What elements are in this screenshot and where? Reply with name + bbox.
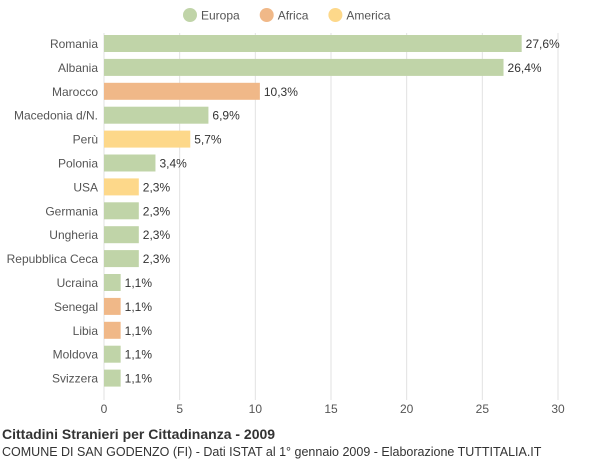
category-label: Albania xyxy=(58,61,98,75)
bar xyxy=(104,82,260,100)
bar xyxy=(104,250,139,268)
legend-label-africa: Africa xyxy=(278,9,309,23)
legend-swatch-america xyxy=(328,8,343,22)
category-label: Senegal xyxy=(54,300,98,314)
value-label: 1,1% xyxy=(125,348,153,362)
category-label: Ungheria xyxy=(49,228,98,242)
category-labels: Romania Albania Marocco Macedonia d/N. Perù P… xyxy=(7,37,99,386)
chart-subtitle: COMUNE DI SAN GODENZO (FI) - Dati ISTAT … xyxy=(2,445,542,459)
value-label: 2,3% xyxy=(143,204,171,218)
bar xyxy=(104,297,121,315)
bar xyxy=(104,58,504,76)
value-label: 2,3% xyxy=(143,180,171,194)
value-label: 1,1% xyxy=(125,372,153,386)
x-tick-label: 15 xyxy=(324,402,338,416)
category-label: Macedonia d/N. xyxy=(14,109,98,123)
bar xyxy=(104,202,139,220)
bar xyxy=(104,178,139,196)
bar xyxy=(104,274,121,291)
value-label: 10,3% xyxy=(264,85,298,99)
value-label: 6,9% xyxy=(212,109,240,123)
value-label: 2,3% xyxy=(143,252,171,266)
value-label: 26,4% xyxy=(508,61,542,75)
value-label: 5,7% xyxy=(194,133,222,147)
legend-label-europa: Europa xyxy=(201,9,240,23)
bar xyxy=(104,154,156,172)
value-label: 27,6% xyxy=(526,37,560,51)
category-label: USA xyxy=(73,180,98,194)
x-tick-label: 5 xyxy=(176,402,183,416)
chart-title: Cittadini Stranieri per Cittadinanza - 2… xyxy=(2,426,276,442)
bar xyxy=(104,226,139,244)
x-tick-label: 0 xyxy=(101,402,108,416)
bar xyxy=(104,321,121,339)
category-label: Germania xyxy=(45,204,98,218)
bars xyxy=(104,35,522,387)
legend-label-america: America xyxy=(346,9,390,23)
bar xyxy=(104,106,209,124)
value-labels: 27,6% 26,4% 10,3% 6,9% 5,7% 3,4% 2,3% 2,3% 2,3% 2… xyxy=(125,37,560,386)
x-tick-label: 25 xyxy=(476,402,490,416)
legend-swatch-africa xyxy=(259,8,274,22)
category-label: Ucraina xyxy=(57,276,99,290)
category-label: Libia xyxy=(73,324,99,338)
value-label: 2,3% xyxy=(143,228,171,242)
value-label: 1,1% xyxy=(125,324,153,338)
category-label: Polonia xyxy=(58,157,98,171)
value-label: 1,1% xyxy=(125,300,153,314)
bar xyxy=(104,345,121,363)
category-label: Romania xyxy=(50,37,98,51)
x-tick-label: 20 xyxy=(400,402,414,416)
value-label: 3,4% xyxy=(159,157,187,171)
bar xyxy=(104,35,522,52)
value-label: 1,1% xyxy=(125,276,153,290)
category-label: Perù xyxy=(73,133,98,147)
x-axis: 0 5 10 15 20 25 30 xyxy=(101,402,565,416)
category-label: Svizzera xyxy=(52,372,98,386)
x-tick-label: 30 xyxy=(551,402,565,416)
bar-chart: Europa Africa America Romania Albania Marocc… xyxy=(7,8,565,416)
bar xyxy=(104,369,121,387)
category-label: Repubblica Ceca xyxy=(7,252,99,266)
category-label: Marocco xyxy=(52,85,98,99)
bar xyxy=(104,130,191,148)
legend: Europa Africa America xyxy=(183,8,391,23)
x-tick-label: 10 xyxy=(249,402,263,416)
legend-swatch-europa xyxy=(183,8,197,22)
category-label: Moldova xyxy=(53,348,99,362)
